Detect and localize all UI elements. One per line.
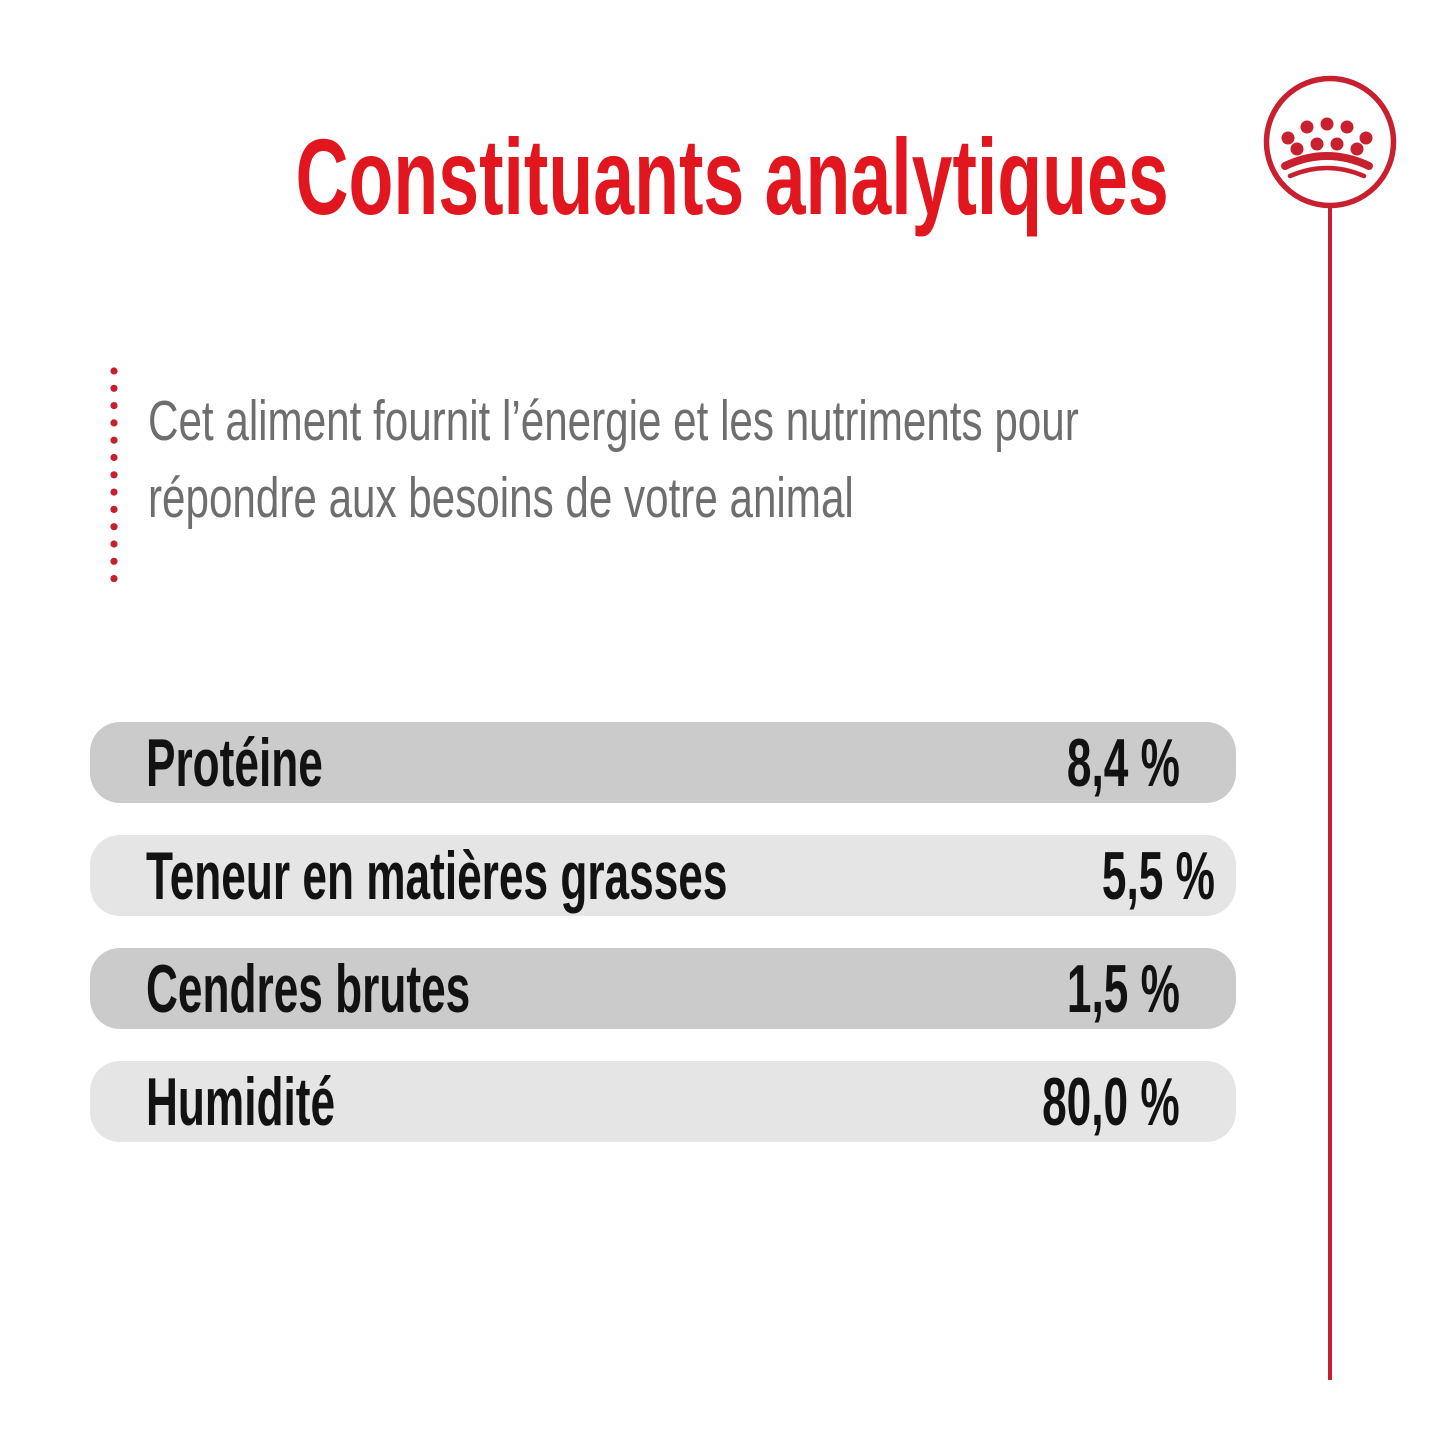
table-row-cendres-brutes: Cendres brutes 1,5 % bbox=[90, 948, 1236, 1029]
intro-line-1: Cet aliment fournit l’énergie et les nut… bbox=[148, 389, 1079, 453]
royal-canin-crown-icon bbox=[1263, 75, 1397, 1380]
row-label: Humidité bbox=[146, 1063, 336, 1140]
row-value: 1,5 % bbox=[1066, 950, 1180, 1027]
page-title-text: Constituants analytiques bbox=[295, 116, 1169, 237]
row-value: 80,0 % bbox=[1042, 1063, 1180, 1140]
row-value: 8,4 % bbox=[1066, 724, 1180, 801]
intro-paragraph: Cet aliment fournit l’énergie et les nut… bbox=[148, 383, 1348, 537]
table-row-proteine: Protéine 8,4 % bbox=[90, 722, 1236, 803]
table-row-humidite: Humidité 80,0 % bbox=[90, 1061, 1236, 1142]
row-label: Cendres brutes bbox=[146, 950, 471, 1027]
page-title: Constituants analytiques bbox=[90, 116, 1236, 237]
row-label: Teneur en matières grasses bbox=[146, 837, 728, 914]
row-value: 5,5 % bbox=[1101, 837, 1215, 914]
dotted-line-decoration bbox=[110, 367, 118, 582]
logo-circle bbox=[1263, 75, 1397, 209]
table-row-matieres-grasses: Teneur en matières grasses 5,5 % bbox=[90, 835, 1236, 916]
constituents-table: Protéine 8,4 % Teneur en matières grasse… bbox=[90, 722, 1236, 1174]
row-label: Protéine bbox=[146, 724, 323, 801]
intro-line-2: répondre aux besoins de votre animal bbox=[148, 466, 854, 530]
